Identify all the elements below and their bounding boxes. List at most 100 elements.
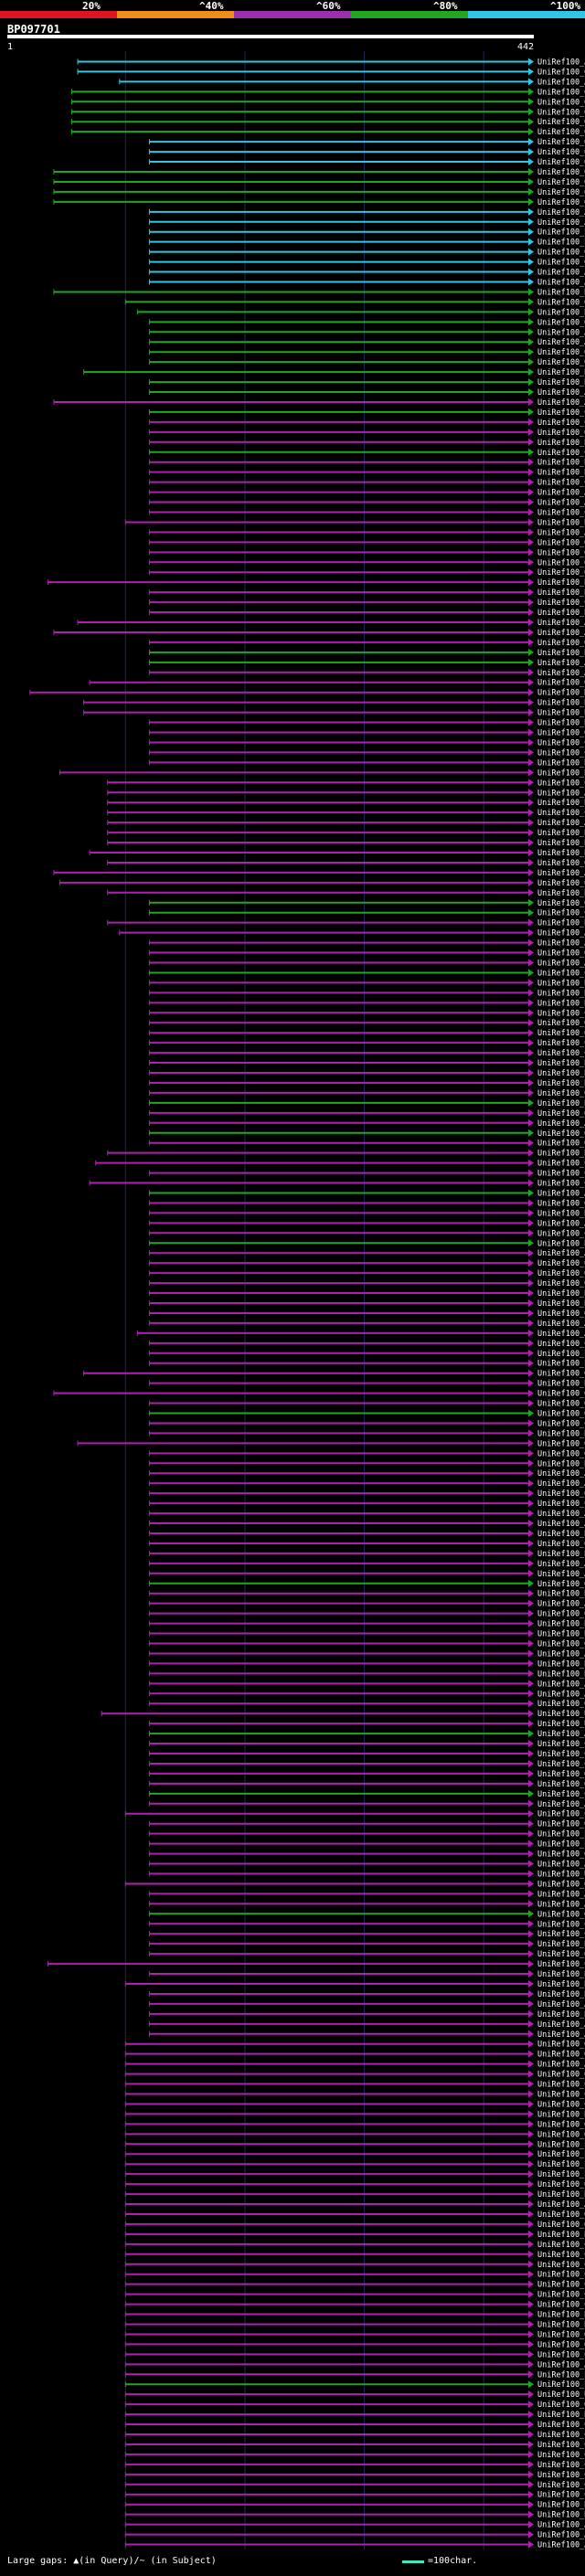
hit-label[interactable]: UniRef100_Q5AHP1 xyxy=(537,2130,585,2139)
hit-row[interactable]: UniRef100_A9KJL5 xyxy=(148,1249,585,1258)
hit-row[interactable]: UniRef100_P25649 xyxy=(124,2380,585,2390)
hit-label[interactable]: UniRef100_P19456 xyxy=(537,1350,585,1359)
hit-row[interactable]: UniRef100_Q47TU0 xyxy=(148,949,585,959)
hit-row[interactable]: UniRef100_C4F1V7 xyxy=(148,1419,585,1428)
hit-row[interactable]: UniRef100_B6QDK7 xyxy=(58,769,585,778)
hit-label[interactable]: UniRef100_Q7Z0B6 xyxy=(537,1390,585,1399)
hit-label[interactable]: UniRef100_A7HI32 xyxy=(537,2531,585,2540)
hit-row[interactable]: UniRef100_Q93862 xyxy=(58,878,585,888)
hit-label[interactable]: UniRef100_C3I424 xyxy=(537,2241,585,2250)
hit-label[interactable]: UniRef100_P28876 xyxy=(537,2140,585,2149)
hit-label[interactable]: UniRef100_A4HRS2 xyxy=(537,279,585,288)
hit-row[interactable]: UniRef100_Q8T7V6 xyxy=(148,158,585,167)
hit-label[interactable]: UniRef100_Q47TU0 xyxy=(537,949,585,959)
hit-label[interactable]: UniRef100_C7KKN1 xyxy=(537,1960,585,1969)
hit-label[interactable]: UniRef100_B6G1K7 xyxy=(537,919,585,928)
hit-row[interactable]: UniRef100_B5LW63 xyxy=(148,438,585,448)
hit-label[interactable]: UniRef100_Q55MX2 xyxy=(537,358,585,367)
hit-label[interactable]: UniRef100_Q9FNS3 xyxy=(537,68,585,77)
hit-label[interactable]: UniRef100_B5LW63 xyxy=(537,439,585,448)
hit-row[interactable]: UniRef100_A1B3R0 xyxy=(148,1649,585,1659)
hit-row[interactable]: UniRef100_A4GTR0 xyxy=(107,819,585,828)
hit-label[interactable]: UniRef100_C2YF89 xyxy=(537,2491,585,2500)
hit-row[interactable]: UniRef100_A5E1M5 xyxy=(124,2060,585,2070)
hit-row[interactable]: UniRef100_A9E3I2 xyxy=(148,388,585,398)
hit-label[interactable]: UniRef100_C3EG34 xyxy=(537,909,585,918)
hit-row[interactable]: UniRef100_B9L0I1 xyxy=(148,1940,585,1949)
hit-row[interactable]: UniRef100_C0GS15 xyxy=(148,478,585,488)
hit-row[interactable]: UniRef100_A6MHP7 xyxy=(124,2200,585,2210)
hit-row[interactable]: UniRef100_P13-611 xyxy=(148,228,585,238)
hit-row[interactable]: UniRef100_B7FZC8 xyxy=(136,308,585,317)
hit-label[interactable]: UniRef100_A9HYN0 xyxy=(537,1730,585,1739)
hit-row[interactable]: UniRef100_Q94KH1 xyxy=(148,1129,585,1139)
hit-label[interactable]: UniRef100_Q2JQ08 xyxy=(537,1370,585,1379)
hit-label[interactable]: UniRef100_Q5M15 xyxy=(537,1309,585,1319)
hit-label[interactable]: UniRef100_B1W5U3 xyxy=(537,378,585,387)
hit-label[interactable]: UniRef100_P13-611 xyxy=(537,228,585,238)
hit-row[interactable]: UniRef100_B9W3G9 xyxy=(148,2009,585,2019)
hit-label[interactable]: UniRef100_B7GE53 xyxy=(537,588,585,598)
hit-row[interactable]: UniRef100_Q8RN30 xyxy=(148,1769,585,1779)
hit-label[interactable]: UniRef100_C5XHX7 xyxy=(537,1500,585,1509)
hit-label[interactable]: UniRef100_B8MAA2 xyxy=(537,2110,585,2119)
hit-row[interactable]: UniRef100_P11718 xyxy=(148,238,585,248)
hit-label[interactable]: UniRef100_P54211 xyxy=(537,2370,585,2380)
hit-label[interactable]: UniRef100_B9L0I1 xyxy=(537,1940,585,1949)
hit-row[interactable]: UniRef100_C5Z567 xyxy=(124,2080,585,2090)
hit-row[interactable]: UniRef100_P22180 xyxy=(124,2150,585,2159)
hit-row[interactable]: UniRef100_A1D776 xyxy=(53,628,585,638)
hit-label[interactable]: UniRef100_Q9WVP6 xyxy=(537,1439,585,1448)
hit-row[interactable]: UniRef100_C1E4D2 xyxy=(148,448,585,458)
hit-row[interactable]: UniRef100_B6H6B5 xyxy=(148,989,585,998)
hit-label[interactable]: UniRef100_Q9SU37 xyxy=(537,1489,585,1499)
hit-label[interactable]: UniRef100_C4Z1N0 xyxy=(537,2091,585,2100)
hit-label[interactable]: UniRef100_Q4CXB1 xyxy=(537,1019,585,1028)
hit-label[interactable]: UniRef100_B5YX59 xyxy=(537,459,585,468)
hit-row[interactable]: UniRef100_B3WHD1 xyxy=(107,799,585,808)
hit-label[interactable]: UniRef100_A6DCJ5 xyxy=(537,659,585,668)
hit-row[interactable]: UniRef100_C5UUH7 xyxy=(148,1930,585,1939)
hit-label[interactable]: UniRef100_C0GUH8 xyxy=(537,2301,585,2310)
hit-label[interactable]: UniRef100_UPI000... xyxy=(537,1870,585,1879)
hit-label[interactable]: UniRef100_Q4P8D2 xyxy=(537,1109,585,1118)
hit-label[interactable]: UniRef100_B8PLC6 xyxy=(537,699,585,708)
hit-row[interactable]: UniRef100_C5VT75 xyxy=(148,1789,585,1799)
hit-row[interactable]: UniRef100_C3DN59 xyxy=(124,2250,585,2260)
hit-row[interactable]: UniRef100_B5YX59 xyxy=(148,458,585,468)
hit-label[interactable]: UniRef100_C1BGM9 xyxy=(537,1340,585,1349)
hit-row[interactable]: UniRef100_C3EP15 xyxy=(124,2431,585,2440)
hit-row[interactable]: UniRef100_Q6AEZ3 xyxy=(148,548,585,557)
hit-label[interactable]: UniRef100_A6MHP7 xyxy=(537,2200,585,2210)
hit-label[interactable]: UniRef100_A7EEJ6 xyxy=(537,1510,585,1519)
hit-label[interactable]: UniRef100_B9G9V3 xyxy=(537,1550,585,1559)
hit-label[interactable]: UniRef100_Q6AZ16 xyxy=(537,178,585,187)
hit-row[interactable]: UniRef100_C7T1H0 xyxy=(95,1159,585,1169)
hit-label[interactable]: UniRef100_B6QZT9 xyxy=(537,1980,585,1989)
hit-label[interactable]: UniRef100_B7JJ41 xyxy=(537,2190,585,2200)
hit-row[interactable]: UniRef100_A3CJU4 xyxy=(148,1479,585,1489)
hit-row[interactable]: UniRef100_C2RC67 xyxy=(124,2470,585,2480)
hit-row[interactable]: UniRef100_P54210 xyxy=(148,1839,585,1850)
hit-row[interactable]: UniRef100_A0YU44 xyxy=(148,1559,585,1569)
hit-row[interactable]: UniRef100_Q9W376 xyxy=(148,1029,585,1038)
hit-row[interactable]: UniRef100_C8N4N7 xyxy=(148,969,585,978)
hit-label[interactable]: UniRef100_Q2KX05 xyxy=(537,729,585,738)
hit-label[interactable]: UniRef100_B6H6S9 xyxy=(537,578,585,588)
hit-row[interactable]: UniRef100_Q4CRY5 xyxy=(71,98,585,107)
hit-label[interactable]: UniRef100_C1ZAT6 xyxy=(537,599,585,608)
hit-label[interactable]: UniRef100_UPI000... xyxy=(537,2390,585,2400)
hit-label[interactable]: UniRef100_B6GMA0 xyxy=(537,1970,585,1979)
hit-label[interactable]: UniRef100_A7Z415 xyxy=(537,2020,585,2030)
hit-row[interactable]: UniRef100_Q2JNC3 xyxy=(148,1409,585,1419)
hit-label[interactable]: UniRef100_Q93862 xyxy=(537,879,585,888)
hit-label[interactable]: UniRef100_Q2B958 xyxy=(537,2210,585,2220)
hit-row[interactable]: UniRef100_A7I6T4 xyxy=(148,1219,585,1228)
hit-row[interactable]: UniRef100_C1BGM9 xyxy=(148,1339,585,1349)
hit-row[interactable]: UniRef100_A2R850 xyxy=(148,1680,585,1689)
hit-label[interactable]: UniRef100_A5GEZ1 xyxy=(537,1690,585,1699)
hit-row[interactable]: UniRef100_A5GEZ1 xyxy=(148,1690,585,1699)
hit-label[interactable]: UniRef100_Q388Z3 xyxy=(537,188,585,197)
hit-row[interactable]: UniRef100_C1F6P8 xyxy=(124,1809,585,1819)
hit-row[interactable]: UniRef100_Q6AZ16 xyxy=(53,177,585,187)
